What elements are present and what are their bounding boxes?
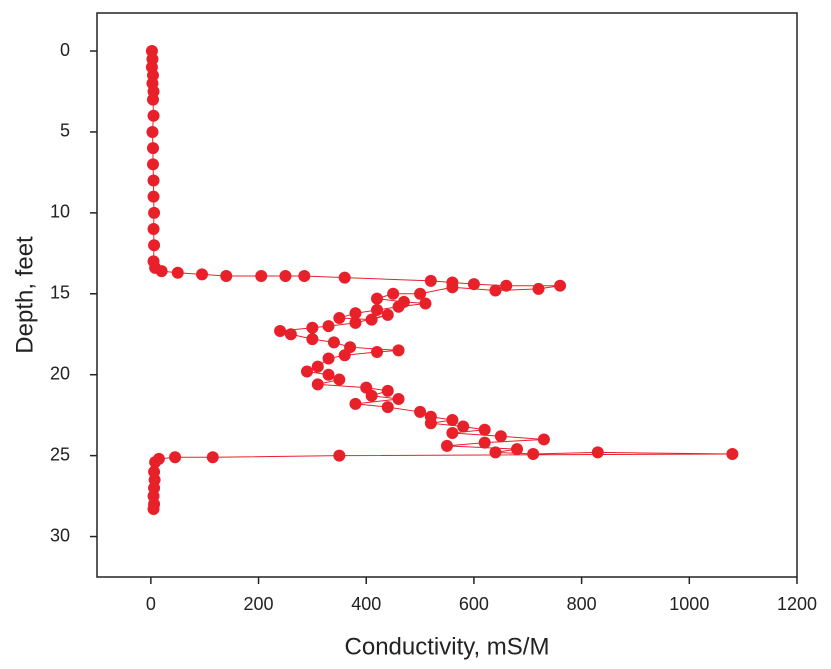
data-point bbox=[392, 392, 405, 405]
data-point bbox=[500, 279, 513, 292]
x-axis-title: Conductivity, mS/M bbox=[345, 633, 550, 660]
data-point bbox=[532, 282, 545, 295]
data-point bbox=[371, 346, 383, 359]
data-point bbox=[527, 448, 540, 461]
data-point bbox=[419, 297, 432, 310]
x-tick-label: 400 bbox=[351, 594, 381, 614]
data-point bbox=[381, 401, 394, 414]
data-point bbox=[148, 239, 161, 252]
data-point bbox=[333, 312, 346, 325]
data-point bbox=[327, 336, 340, 349]
data-point bbox=[301, 365, 313, 378]
data-point bbox=[349, 316, 362, 329]
data-point bbox=[371, 303, 383, 316]
data-point bbox=[537, 433, 550, 446]
data-point bbox=[478, 436, 491, 449]
data-point bbox=[349, 307, 362, 320]
data-point bbox=[206, 451, 219, 464]
y-tick-label: 25 bbox=[50, 444, 70, 464]
data-point bbox=[196, 268, 208, 281]
x-tick-label: 600 bbox=[459, 594, 489, 614]
data-point bbox=[414, 287, 427, 300]
data-point bbox=[147, 158, 159, 171]
data-point bbox=[349, 397, 362, 410]
data-point bbox=[424, 274, 437, 287]
data-point bbox=[457, 420, 470, 433]
data-point bbox=[220, 269, 233, 282]
data-point bbox=[147, 142, 159, 155]
series-line bbox=[151, 50, 733, 510]
data-point bbox=[311, 360, 324, 373]
data-point bbox=[169, 451, 182, 464]
data-point bbox=[147, 190, 160, 203]
data-point bbox=[365, 389, 378, 402]
x-tick-label: 1200 bbox=[777, 594, 817, 614]
data-point bbox=[311, 378, 324, 391]
data-point bbox=[591, 446, 604, 459]
x-tick-label: 0 bbox=[146, 594, 156, 614]
data-point bbox=[554, 279, 567, 292]
data-point bbox=[726, 448, 739, 461]
data-point bbox=[489, 284, 502, 297]
data-point bbox=[171, 266, 184, 279]
data-point bbox=[322, 320, 335, 333]
y-tick-label: 20 bbox=[50, 363, 70, 383]
data-point bbox=[424, 417, 437, 430]
data-point bbox=[155, 265, 168, 278]
data-point bbox=[146, 125, 159, 138]
data-point bbox=[322, 368, 335, 381]
data-point bbox=[147, 93, 159, 106]
data-point bbox=[371, 292, 383, 305]
data-point bbox=[511, 443, 523, 456]
y-tick-label: 5 bbox=[60, 121, 70, 141]
data-point bbox=[148, 206, 161, 219]
data-point bbox=[489, 446, 502, 459]
plot-frame bbox=[96, 12, 798, 578]
data-point bbox=[338, 271, 351, 284]
data-point bbox=[446, 414, 459, 427]
data-point bbox=[298, 269, 311, 282]
y-tick-label: 15 bbox=[50, 283, 70, 303]
data-point bbox=[446, 281, 459, 294]
data-point bbox=[147, 503, 160, 516]
data-point bbox=[478, 423, 491, 436]
y-tick-label: 10 bbox=[50, 202, 70, 222]
data-point bbox=[147, 223, 160, 236]
data-point bbox=[381, 384, 394, 397]
data-point bbox=[392, 300, 405, 313]
data-point bbox=[279, 269, 292, 282]
data-point bbox=[467, 278, 480, 291]
data-point bbox=[414, 405, 427, 418]
data-point bbox=[494, 430, 507, 443]
data-point bbox=[441, 439, 453, 452]
y-axis-title: Depth, feet bbox=[11, 236, 38, 354]
data-point bbox=[255, 269, 268, 282]
data-point bbox=[333, 449, 346, 462]
data-point bbox=[147, 174, 160, 187]
y-tick-label: 30 bbox=[50, 525, 70, 545]
data-point bbox=[333, 373, 346, 386]
data-point bbox=[387, 287, 400, 300]
data-point bbox=[322, 352, 335, 365]
data-point bbox=[306, 333, 319, 346]
x-tick-label: 1000 bbox=[669, 594, 709, 614]
data-point bbox=[392, 344, 405, 357]
data-point bbox=[284, 328, 297, 341]
x-tick-label: 800 bbox=[567, 594, 597, 614]
y-tick-label: 0 bbox=[60, 40, 70, 60]
data-point bbox=[274, 325, 287, 338]
data-point bbox=[446, 426, 459, 439]
data-point bbox=[338, 349, 351, 362]
x-tick-label: 200 bbox=[244, 594, 274, 614]
data-point bbox=[149, 456, 162, 469]
data-point bbox=[147, 109, 160, 122]
data-point bbox=[365, 313, 378, 326]
data-point bbox=[306, 321, 319, 334]
data-point bbox=[381, 308, 394, 321]
